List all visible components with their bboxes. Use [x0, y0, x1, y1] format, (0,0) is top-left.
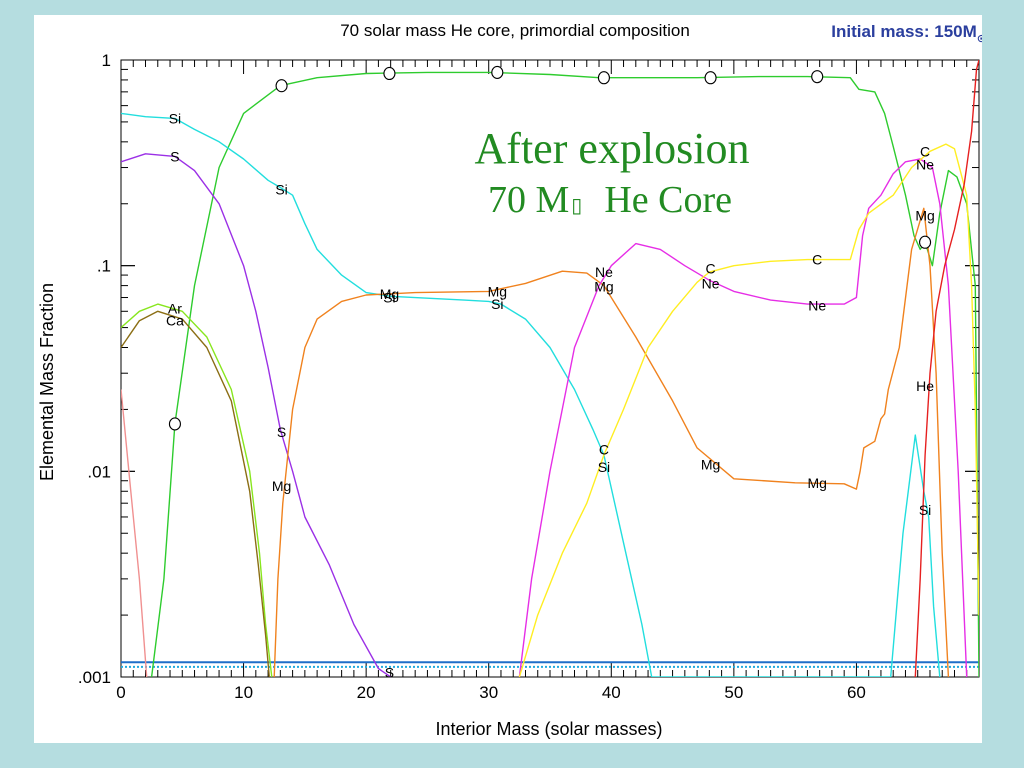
x-tick-label: 30: [479, 683, 498, 702]
series-line-mg: [273, 207, 950, 677]
element-label-o: [275, 79, 288, 93]
element-label-s: S: [170, 148, 179, 164]
element-label-ne: Ne: [808, 298, 826, 314]
x-tick-label: 20: [357, 683, 376, 702]
element-label-o: [383, 66, 396, 81]
series-line-c: [518, 143, 979, 677]
series-group: [121, 60, 979, 677]
element-label-he: He: [916, 378, 934, 394]
chart-svg: 70 solar mass He core, primordial compos…: [37, 21, 982, 739]
solar-mass-glyph: ▯: [571, 195, 582, 217]
series-line-unlabeled: [121, 389, 148, 677]
series-line-s: [121, 153, 392, 677]
element-label-c: C: [706, 260, 716, 276]
x-tick-label: 0: [116, 683, 125, 702]
he-core-tail: He Core: [604, 179, 732, 221]
element-label-ne: Ne: [702, 275, 720, 291]
y-tick-label: .001: [78, 668, 111, 687]
element-label-si: Si: [919, 502, 931, 518]
series-line-si: [121, 112, 941, 677]
after-explosion-text: After explosion: [475, 124, 750, 173]
element-label-s: S: [385, 665, 394, 681]
y-tick-label: .01: [87, 462, 111, 481]
element-label-ca: Ca: [166, 313, 184, 329]
element-label-mg: Mg: [701, 456, 720, 472]
y-axis-label: Elemental Mass Fraction: [37, 283, 57, 481]
element-label-o: [491, 65, 504, 79]
element-label-si: Si: [169, 110, 181, 126]
chart-title: 70 solar mass He core, primordial compos…: [340, 21, 690, 40]
element-label-o: [704, 71, 717, 85]
initial-mass-label: Initial mass: 150M⊙: [831, 22, 982, 45]
he-core-text: 70 M ▯ He Core: [488, 179, 732, 221]
he-core-mass: 70 M: [488, 179, 569, 221]
element-label-s: S: [277, 424, 286, 440]
series-line-ca: [121, 310, 270, 677]
element-label-mg: Mg: [594, 279, 613, 295]
element-label-c: C: [920, 143, 930, 159]
series-line-o: [150, 71, 979, 677]
element-label-mg: Mg: [807, 475, 826, 491]
series-line-ar: [121, 303, 273, 677]
plot-area: 0 10 20 30 40 50 60 .001 .01 .1 1 Si Si Si Si Si Si S S S Ar…: [78, 51, 980, 702]
series-line-he: [914, 60, 979, 677]
element-label-o: [811, 70, 824, 84]
y-tick-label: 1: [102, 51, 111, 70]
element-label-si: Si: [598, 459, 610, 475]
series-line-ne: [518, 158, 968, 677]
element-label-ne: Ne: [595, 264, 613, 280]
element-label-o: [597, 71, 610, 85]
element-label-mg: Mg: [488, 283, 507, 299]
element-label-si: Si: [491, 296, 503, 312]
x-axis-label: Interior Mass (solar masses): [435, 719, 662, 739]
element-label-o: [919, 235, 932, 249]
x-tick-label: 50: [724, 683, 743, 702]
element-label-mg: Mg: [915, 208, 934, 224]
chart-panel: 70 solar mass He core, primordial compos…: [34, 15, 982, 743]
element-label-mg: Mg: [272, 478, 291, 494]
element-label-si: Si: [275, 181, 287, 197]
x-tick-label: 40: [602, 683, 621, 702]
element-label-ar: Ar: [168, 300, 182, 316]
element-label-mg: Mg: [380, 286, 399, 302]
x-tick-label: 10: [234, 683, 253, 702]
element-label-ne: Ne: [916, 157, 934, 173]
y-tick-label: .1: [97, 257, 111, 276]
element-label-si: Si: [383, 290, 395, 306]
x-tick-label: 60: [847, 683, 866, 702]
element-label-c: C: [599, 441, 609, 457]
element-label-o: [168, 417, 181, 431]
element-label-c: C: [812, 252, 822, 268]
